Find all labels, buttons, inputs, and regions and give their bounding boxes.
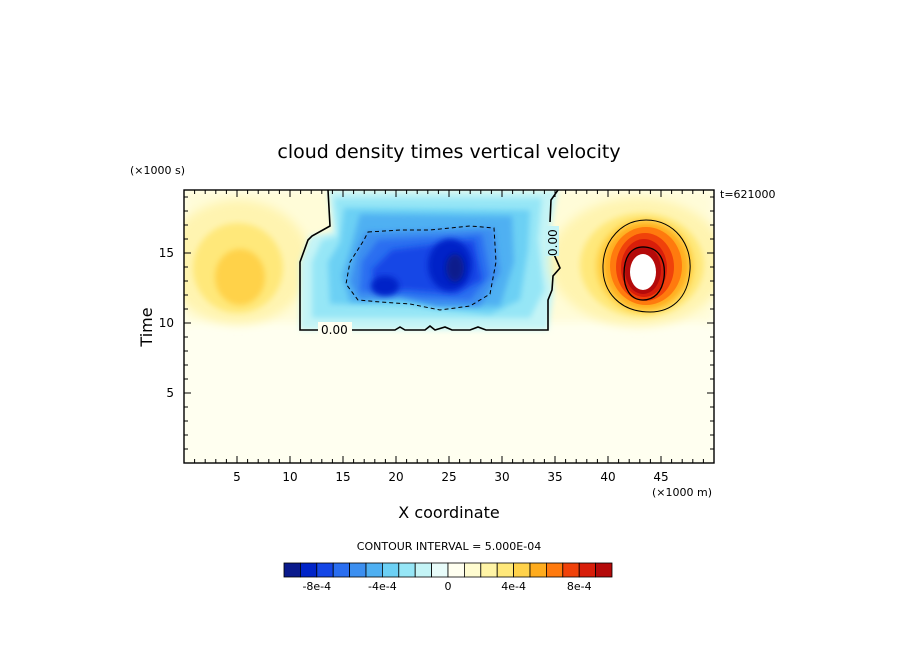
colorbar-swatch — [398, 562, 416, 578]
x-tick-label: 10 — [282, 470, 297, 484]
x-tick-label: 5 — [233, 470, 241, 484]
colorbar-swatch — [316, 562, 334, 578]
colorbar-swatch — [463, 562, 482, 578]
saturated-core — [630, 254, 656, 290]
y-axis-label: Time — [137, 307, 156, 347]
colorbar-swatch — [546, 562, 564, 578]
colorbar-swatch — [562, 562, 580, 578]
colorbar-swatch — [447, 562, 465, 578]
colorbar-tick-label: 4e-4 — [501, 580, 526, 593]
time-annotation: t=621000 — [720, 188, 776, 201]
zero-contour-right-top — [549, 190, 559, 223]
x-tick-label: 35 — [547, 470, 562, 484]
x-unit-label: (×1000 m) — [652, 486, 712, 499]
left-updraft-region — [184, 200, 310, 324]
y-tick-label: 5 — [166, 386, 174, 400]
y-tick-label: 10 — [159, 316, 174, 330]
x-tick-label: 25 — [441, 470, 456, 484]
colorbar-swatch — [349, 562, 367, 578]
colorbar-swatch — [365, 562, 383, 578]
colorbar-swatch — [513, 562, 531, 578]
colorbar-swatch — [299, 562, 318, 578]
colorbar-swatch — [431, 562, 449, 578]
x-tick-label: 15 — [335, 470, 350, 484]
colorbar-swatch — [578, 562, 597, 578]
zero-contour-left — [299, 190, 331, 331]
positive-contour-outer — [602, 219, 691, 313]
x-tick-label: 40 — [600, 470, 615, 484]
x-axis-ticks: 5 10 15 20 25 30 35 40 45 — [194, 190, 704, 484]
x-axis-label: X coordinate — [398, 503, 499, 522]
zero-contour-bottom — [350, 251, 561, 331]
x-tick-label: 20 — [388, 470, 403, 484]
colorbar-swatch — [414, 562, 433, 578]
colorbar-swatch — [595, 562, 613, 578]
colorbar-tick-label: 0 — [445, 580, 452, 593]
colorbar-swatch — [480, 562, 498, 578]
y-axis-ticks: 5 10 15 — [159, 196, 714, 450]
x-tick-label: 45 — [653, 470, 668, 484]
contour-interval-text: CONTOUR INTERVAL = 5.000E-04 — [357, 540, 541, 553]
negative-contour — [345, 225, 497, 311]
downdraft-region — [300, 190, 558, 330]
colorbar-swatch — [496, 562, 515, 578]
contour-label-right: 0.00 — [546, 229, 560, 256]
colorbar: -8e-4 -4e-4 0 4e-4 8e-4 — [283, 562, 613, 593]
x-tick-label: 30 — [494, 470, 509, 484]
plot-area: 0.00 0.00 — [184, 190, 714, 463]
chart-title: cloud density times vertical velocity — [277, 141, 620, 163]
right-updraft-region — [550, 198, 714, 326]
colorbar-swatch — [381, 562, 400, 578]
y-unit-label: (×1000 s) — [130, 164, 185, 177]
colorbar-swatch — [283, 562, 301, 578]
colorbar-swatch — [529, 562, 547, 578]
colorbar-tick-label: 8e-4 — [567, 580, 592, 593]
contour-label-bottom: 0.00 — [321, 323, 348, 337]
colorbar-tick-label: -8e-4 — [302, 580, 331, 593]
colorbar-tick-label: -4e-4 — [368, 580, 397, 593]
positive-contour-inner — [623, 246, 666, 301]
colorbar-swatch — [332, 562, 351, 578]
y-tick-label: 15 — [159, 246, 174, 260]
